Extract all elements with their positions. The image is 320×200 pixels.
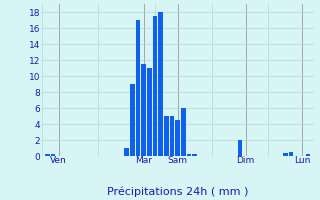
Text: Précipitations 24h ( mm ): Précipitations 24h ( mm ): [107, 186, 248, 197]
Bar: [192, 154, 197, 156]
Bar: [45, 154, 50, 156]
Bar: [175, 120, 180, 156]
Bar: [283, 153, 288, 156]
Bar: [237, 140, 242, 156]
Bar: [306, 154, 310, 156]
Bar: [158, 12, 163, 156]
Bar: [170, 116, 174, 156]
Bar: [153, 16, 157, 156]
Text: Sam: Sam: [168, 156, 188, 165]
Bar: [181, 108, 186, 156]
Bar: [141, 64, 146, 156]
Bar: [51, 154, 55, 156]
Bar: [130, 84, 135, 156]
Text: Lun: Lun: [294, 156, 310, 165]
Bar: [147, 68, 152, 156]
Text: Ven: Ven: [50, 156, 67, 165]
Bar: [187, 154, 191, 156]
Bar: [164, 116, 169, 156]
Bar: [136, 20, 140, 156]
Text: Mar: Mar: [135, 156, 152, 165]
Bar: [124, 148, 129, 156]
Text: Dim: Dim: [236, 156, 255, 165]
Bar: [289, 152, 293, 156]
